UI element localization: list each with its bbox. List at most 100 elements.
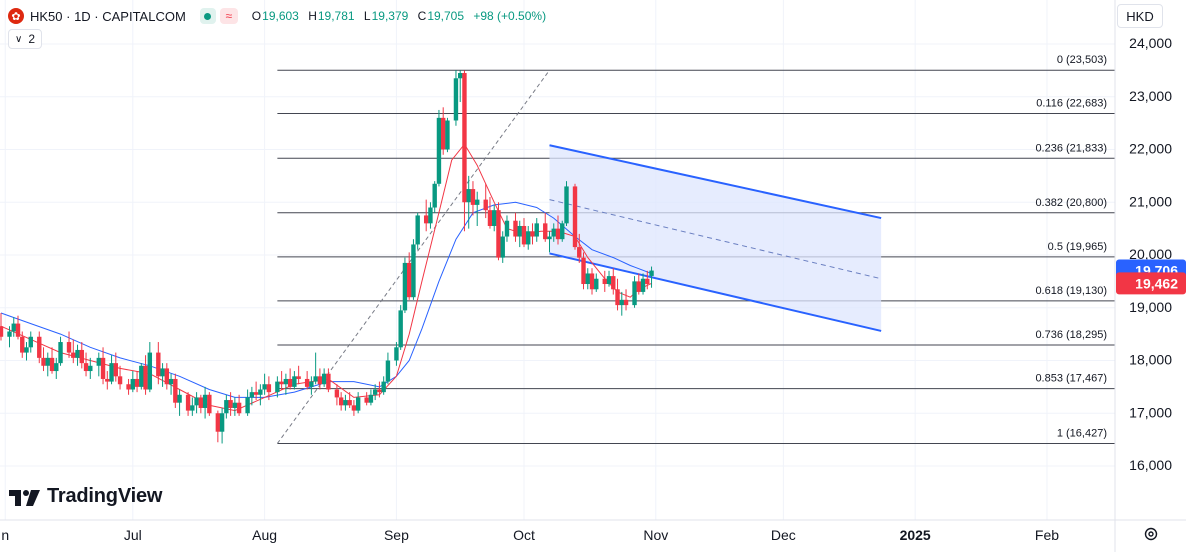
candle[interactable] [547,231,552,253]
candle[interactable] [530,223,535,245]
candle[interactable] [20,331,25,358]
candle[interactable] [343,394,348,411]
parallel-channel[interactable] [549,144,882,332]
candle[interactable] [589,268,595,295]
candle[interactable] [466,175,471,229]
candle[interactable] [368,389,374,406]
candle[interactable] [45,352,50,377]
candle[interactable] [334,384,340,406]
candle[interactable] [381,376,386,395]
candle[interactable] [364,392,369,406]
candle[interactable] [275,376,280,398]
market-status-icon[interactable] [199,8,216,24]
candle[interactable] [585,268,590,290]
candle[interactable] [156,342,161,385]
candle[interactable] [296,365,301,385]
candle[interactable] [96,352,101,377]
candle[interactable] [581,252,586,290]
channel-upper-line[interactable] [549,144,882,220]
candle[interactable] [228,392,233,416]
candle[interactable] [462,70,467,232]
candle[interactable] [283,373,289,395]
candle[interactable] [423,199,429,232]
candle[interactable] [560,220,565,242]
candle[interactable] [521,218,527,248]
candle[interactable] [623,289,629,311]
channel-lower-line[interactable] [549,252,882,332]
candle[interactable] [258,384,263,406]
candle[interactable] [236,394,242,416]
candle[interactable] [458,70,463,103]
candle[interactable] [411,239,416,300]
candle[interactable] [526,225,531,250]
candle[interactable] [130,371,136,393]
candle[interactable] [394,342,399,366]
candle[interactable] [436,109,442,187]
candle[interactable] [347,392,352,408]
candle[interactable] [385,352,391,385]
candle[interactable] [202,386,208,419]
candle[interactable] [15,315,21,340]
candle[interactable] [649,266,654,288]
candle[interactable] [7,326,12,348]
candle[interactable] [198,394,204,414]
candle[interactable] [432,181,437,213]
fast-moving-average-line[interactable] [0,143,652,412]
candle[interactable] [117,365,123,390]
candle[interactable] [134,371,140,393]
candle[interactable] [105,371,110,390]
candle[interactable] [355,392,361,414]
currency-button[interactable]: HKD [1117,4,1163,28]
candle[interactable] [232,397,238,416]
candle[interactable] [109,355,114,385]
candle[interactable] [58,336,63,366]
candle[interactable] [88,357,93,379]
symbol-title[interactable]: HK50 · 1D · CAPITALCOM [30,8,186,24]
candle[interactable] [636,273,641,295]
candle[interactable] [440,107,446,155]
candle[interactable] [398,305,403,350]
candle[interactable] [406,252,412,300]
candle[interactable] [640,273,646,295]
candle[interactable] [219,407,225,444]
candle[interactable] [71,339,76,364]
candle[interactable] [577,233,582,263]
candle[interactable] [594,273,599,292]
candle[interactable] [470,181,476,216]
candle[interactable] [445,117,450,153]
candle[interactable] [304,371,310,390]
candle[interactable] [37,331,42,364]
candle[interactable] [292,371,297,390]
time-axis[interactable]: n Jul Aug Sep Oct Nov Dec 2025 Feb [1,527,1059,543]
candle[interactable] [317,368,323,390]
candle[interactable] [496,202,501,261]
candle[interactable] [500,231,505,263]
tradingview-logo[interactable]: TradingView [9,485,162,508]
candle[interactable] [253,381,259,401]
candle[interactable] [619,291,624,316]
channel-mid-line[interactable] [549,199,882,280]
candle[interactable] [564,181,569,226]
candle[interactable] [215,410,221,443]
candle[interactable] [100,347,106,385]
moving-average-price-tag[interactable]: 19,462 [1116,272,1186,295]
candle[interactable] [28,331,33,353]
candle[interactable] [611,268,616,295]
candle[interactable] [475,191,480,226]
candle[interactable] [224,394,229,419]
candle[interactable] [487,196,493,229]
candle[interactable] [262,373,267,395]
candle[interactable] [321,368,327,387]
candle[interactable] [645,270,650,290]
candle[interactable] [279,371,284,390]
candle[interactable] [351,400,357,416]
candle[interactable] [0,313,4,341]
candle[interactable] [75,344,80,366]
candle[interactable] [313,352,318,385]
indicators-toggle-button[interactable]: ∨ 2 [8,29,43,49]
candle[interactable] [194,392,199,414]
candle[interactable] [402,257,408,314]
candle[interactable] [513,212,518,242]
candle[interactable] [372,384,378,401]
candle[interactable] [249,386,255,406]
